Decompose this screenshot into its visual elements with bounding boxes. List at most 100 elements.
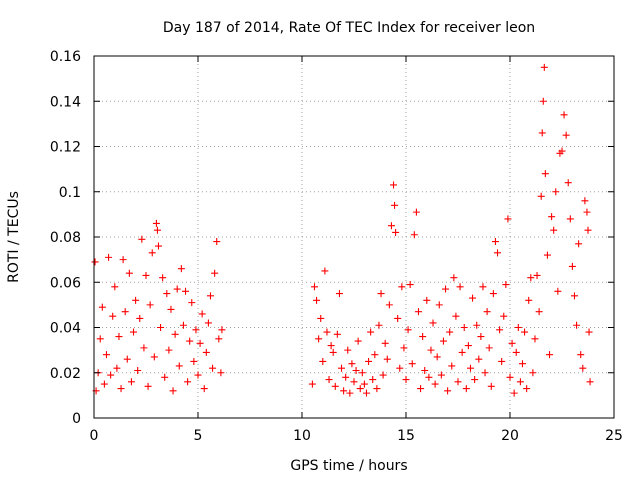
- data-point: [394, 314, 402, 322]
- data-point: [564, 179, 572, 187]
- data-point: [344, 346, 352, 354]
- data-point: [323, 328, 331, 336]
- data-point: [479, 283, 487, 291]
- data-point: [446, 328, 454, 336]
- data-point: [483, 308, 491, 316]
- data-point: [433, 353, 441, 361]
- data-point: [105, 253, 113, 261]
- data-point: [373, 385, 381, 393]
- data-point: [331, 382, 339, 390]
- data-point: [541, 170, 549, 178]
- data-point: [310, 283, 318, 291]
- data-point: [153, 226, 161, 234]
- data-point: [338, 364, 346, 372]
- data-point: [119, 256, 127, 264]
- data-point: [392, 228, 400, 236]
- data-point: [315, 335, 323, 343]
- data-point: [381, 339, 389, 347]
- data-point: [167, 305, 175, 313]
- data-point: [213, 238, 221, 246]
- data-point: [100, 380, 108, 388]
- data-point: [107, 371, 115, 379]
- y-axis-label: ROTI / TECUs: [6, 191, 22, 283]
- data-point: [506, 373, 514, 381]
- data-point: [142, 271, 150, 279]
- data-point: [456, 283, 464, 291]
- data-point: [136, 314, 144, 322]
- y-tick-label: 0.1: [59, 185, 81, 201]
- data-point: [562, 131, 570, 139]
- data-point: [566, 215, 574, 223]
- data-point: [377, 290, 385, 298]
- data-point: [481, 369, 489, 377]
- data-point: [319, 357, 327, 365]
- data-point: [171, 330, 179, 338]
- x-tick-label: 25: [605, 428, 623, 444]
- data-point: [529, 369, 537, 377]
- y-tick-label: 0.02: [50, 366, 81, 382]
- y-tick-label: 0.08: [50, 230, 81, 246]
- data-point: [367, 328, 375, 336]
- data-point: [460, 324, 468, 331]
- data-point: [396, 364, 404, 372]
- data-point: [537, 192, 545, 200]
- data-point: [354, 337, 362, 345]
- y-tick-label: 0.06: [50, 275, 81, 291]
- data-point: [358, 369, 366, 377]
- data-point: [196, 339, 204, 347]
- data-point: [165, 346, 173, 354]
- data-point: [514, 324, 522, 331]
- data-point: [134, 366, 142, 374]
- data-point: [206, 292, 214, 300]
- data-point: [154, 242, 162, 250]
- x-tick-label: 20: [501, 428, 519, 444]
- data-point: [439, 337, 447, 345]
- data-point: [400, 344, 408, 352]
- data-point: [533, 271, 541, 279]
- data-point: [548, 213, 556, 221]
- data-point: [427, 346, 435, 354]
- data-point: [473, 321, 481, 329]
- data-point: [387, 222, 395, 230]
- data-point: [96, 335, 104, 343]
- data-point: [91, 258, 99, 266]
- data-point: [487, 382, 495, 390]
- data-point: [150, 353, 158, 361]
- data-point: [583, 208, 591, 216]
- data-point: [317, 314, 325, 322]
- data-point: [448, 362, 456, 370]
- data-point: [132, 296, 140, 304]
- data-point: [586, 378, 594, 386]
- data-point: [558, 147, 566, 155]
- data-point: [554, 287, 562, 295]
- data-point: [215, 335, 223, 343]
- data-point: [452, 312, 460, 320]
- data-point: [369, 376, 377, 384]
- data-point: [138, 235, 146, 243]
- data-point: [102, 351, 110, 359]
- data-point: [325, 376, 333, 384]
- data-point: [584, 226, 592, 234]
- data-point: [414, 308, 422, 316]
- data-point: [194, 371, 202, 379]
- data-point: [98, 303, 106, 311]
- x-axis-label: GPS time / hours: [290, 458, 407, 474]
- data-point: [125, 269, 133, 277]
- data-point: [469, 294, 477, 302]
- y-tick-label: 0: [72, 411, 81, 427]
- data-point: [321, 267, 329, 275]
- data-point: [577, 351, 585, 359]
- data-point: [508, 339, 516, 347]
- data-point: [111, 283, 119, 291]
- x-tick-label: 15: [397, 428, 415, 444]
- data-point: [423, 296, 431, 304]
- data-point: [346, 389, 354, 397]
- data-point: [121, 308, 129, 316]
- data-point: [123, 355, 131, 363]
- data-point: [494, 249, 502, 257]
- data-point: [444, 387, 452, 395]
- data-point: [581, 197, 589, 205]
- data-point: [543, 251, 551, 259]
- data-point: [535, 308, 543, 316]
